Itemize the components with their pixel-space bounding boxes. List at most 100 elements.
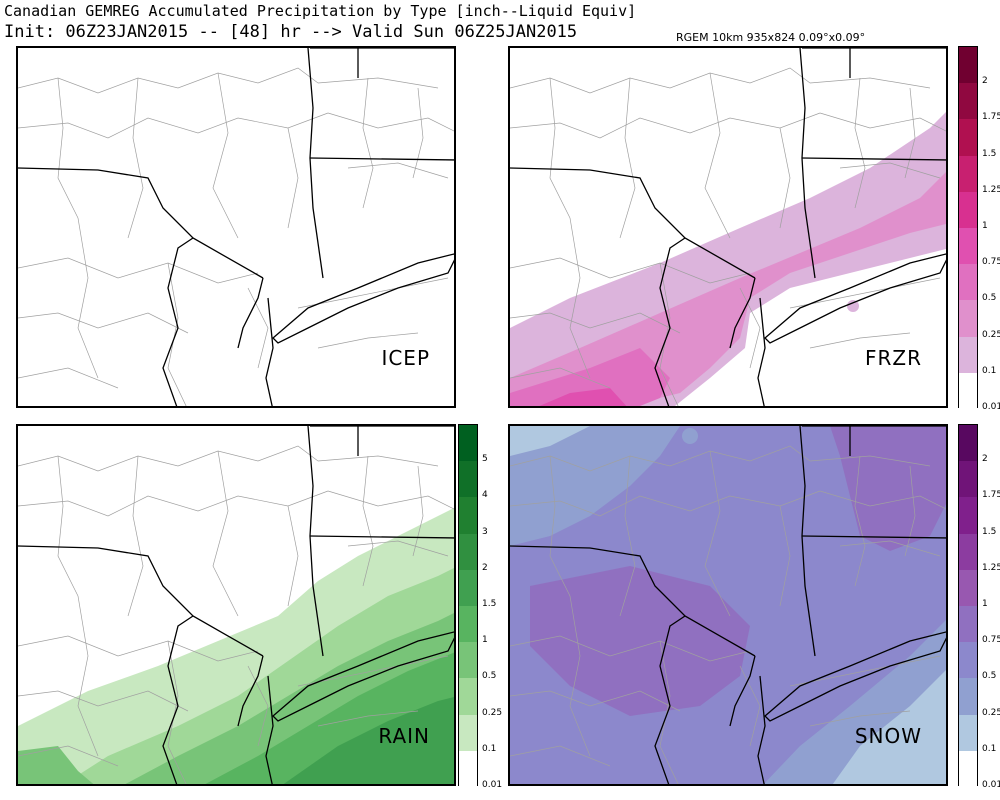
county-boundary (287, 127, 299, 229)
state-boundary (510, 167, 756, 279)
county-boundary (18, 112, 329, 139)
county-boundary (317, 710, 419, 727)
panel-label-rain: RAIN (378, 724, 430, 748)
snow-legend-swatch (959, 678, 977, 715)
county-boundary (510, 257, 751, 284)
rain-legend-label: 0.25 (482, 707, 503, 718)
county-boundary (779, 127, 791, 229)
county-boundary (287, 505, 299, 607)
frzr-legend-swatch (959, 264, 977, 301)
frzr-legend-label: 1.25 (982, 184, 1000, 195)
snow-color-legend (958, 424, 978, 787)
state-boundary (272, 253, 454, 344)
rain-legend-swatch (459, 642, 477, 679)
rain-legend-swatch (459, 569, 477, 606)
county-boundary (167, 262, 187, 406)
county-boundary (18, 745, 119, 767)
frzr-legend-swatch (959, 372, 977, 409)
snow-legend-label: 0.5 (982, 671, 997, 682)
county-boundary (839, 162, 941, 179)
snow-legend-label: 0.1 (982, 743, 997, 754)
county-boundary (18, 445, 319, 472)
rain-legend-swatch (459, 714, 477, 751)
county-boundary (510, 635, 751, 662)
county-boundary (510, 490, 821, 517)
state-boundary (237, 277, 264, 349)
frzr-legend-label: 1.75 (982, 112, 1000, 123)
panel-icep: ICEP (16, 46, 456, 408)
county-boundary (297, 277, 449, 309)
county-boundary (704, 72, 731, 239)
county-boundary (854, 455, 866, 587)
county-boundary (510, 112, 821, 139)
snow-legend-swatch (959, 606, 977, 643)
county-boundary (510, 367, 611, 389)
frzr-legend-label: 0.75 (982, 257, 1000, 268)
county-boundary (297, 655, 449, 687)
snow-legend-swatch (959, 750, 977, 787)
rain-legend-label: 0.1 (482, 743, 497, 754)
county-boundary (619, 455, 636, 617)
panel-label-frzr: FRZR (865, 346, 922, 370)
rain-legend-swatch (459, 678, 477, 715)
frzr-legend-swatch (959, 228, 977, 265)
county-boundary (819, 112, 946, 132)
state-boundary (309, 535, 454, 539)
county-boundary (18, 367, 119, 389)
county-boundary (212, 72, 239, 239)
state-boundary (729, 655, 756, 727)
frzr-legend-label: 0.5 (982, 293, 997, 304)
county-boundary (247, 665, 269, 747)
frzr-legend-swatch (959, 83, 977, 120)
state-boundary (162, 237, 194, 406)
county-boundary (327, 490, 454, 510)
county-boundary (510, 745, 611, 767)
snow-basemap (510, 426, 946, 784)
rain-legend-label: 2 (482, 562, 488, 573)
rain-legend-label: 0.5 (482, 671, 497, 682)
snow-legend-swatch (959, 642, 977, 679)
county-boundary (57, 455, 79, 597)
state-boundary (757, 297, 766, 406)
state-boundary (654, 615, 686, 784)
county-boundary (57, 77, 79, 219)
frzr-legend-label: 1.5 (982, 148, 997, 159)
county-boundary (510, 690, 681, 712)
county-boundary (789, 277, 941, 309)
rain-legend-swatch (459, 533, 477, 570)
rain-color-legend (458, 424, 478, 787)
frzr-legend-swatch (959, 155, 977, 192)
state-boundary (654, 237, 686, 406)
county-boundary (510, 67, 811, 94)
snow-legend-label: 1 (982, 599, 988, 609)
rain-legend-label: 1 (482, 635, 488, 646)
state-boundary (764, 631, 946, 722)
icep-basemap (18, 48, 454, 406)
snow-legend-swatch (959, 425, 977, 462)
panel-frzr: FRZR (508, 46, 948, 408)
county-boundary (18, 635, 259, 662)
snow-legend-swatch (959, 533, 977, 570)
snow-legend-label: 0.01 (982, 780, 1000, 790)
state-boundary (18, 545, 264, 657)
snow-legend-swatch (959, 714, 977, 751)
county-boundary (839, 540, 941, 557)
county-boundary (789, 655, 941, 687)
county-boundary (510, 312, 681, 334)
rain-legend-label: 5 (482, 454, 488, 465)
county-boundary (549, 77, 571, 219)
frzr-basemap (510, 48, 946, 406)
snow-legend-label: 2 (982, 454, 988, 465)
county-boundary (347, 540, 449, 557)
county-boundary (317, 332, 419, 349)
rain-legend-swatch (459, 750, 477, 787)
county-boundary (362, 77, 374, 209)
county-boundary (412, 465, 424, 557)
map-title: Canadian GEMREG Accumulated Precipitatio… (4, 2, 637, 20)
county-boundary (854, 77, 866, 209)
county-boundary (317, 455, 439, 467)
rain-legend-swatch (459, 497, 477, 534)
county-boundary (779, 505, 791, 607)
rain-legend-label: 4 (482, 490, 488, 501)
state-boundary (510, 545, 756, 657)
